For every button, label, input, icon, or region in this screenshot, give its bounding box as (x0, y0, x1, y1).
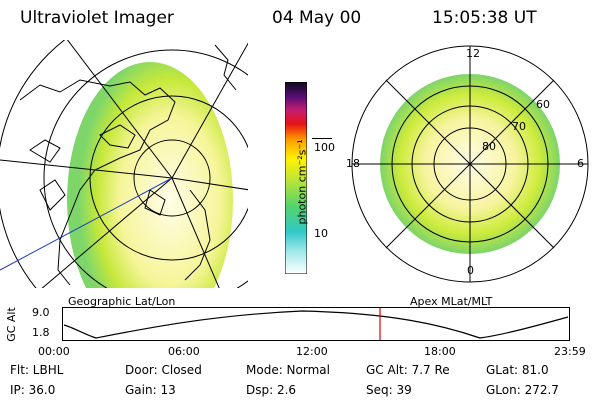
door-info: Door: Closed (125, 363, 202, 377)
colorbar (285, 82, 307, 274)
orbit-xtick-0000: 00:00 (38, 345, 70, 358)
dsp-info: Dsp: 2.6 (246, 383, 297, 397)
mlat-label-80: 80 (482, 140, 496, 153)
left-panel-caption: Geographic Lat/Lon (68, 295, 176, 308)
filter-info: Flt: LBHL (10, 363, 64, 377)
orbit-ytick-max: 9.0 (32, 306, 50, 319)
orbit-ylabel: GC Alt (4, 307, 18, 342)
glon-info: GLon: 272.7 (486, 383, 559, 397)
orbit-xtick-2359: 23:59 (554, 345, 586, 358)
aurora-emission-region (67, 62, 233, 288)
gc-alt-info: GC Alt: 7.7 Re (366, 363, 450, 377)
colorbar-tick-10: 10 (314, 227, 328, 240)
mlt-label-6: 6 (577, 157, 584, 170)
mlat-label-70: 70 (512, 120, 526, 133)
polar-plot (351, 45, 589, 283)
mlat-label-60: 60 (536, 98, 550, 111)
ip-info: IP: 36.0 (10, 383, 56, 397)
orbit-xtick-1200: 12:00 (296, 345, 328, 358)
orbit-ytick-min: 1.8 (32, 326, 50, 339)
time-label: 15:05:38 UT (432, 8, 537, 28)
right-panel-caption: Apex MLat/MLT (410, 295, 493, 308)
orbit-altitude-plot (62, 307, 570, 341)
mlt-label-0: 0 (467, 264, 474, 277)
colorbar-tick-100: 100 (314, 141, 335, 154)
mlt-label-12: 12 (466, 47, 480, 60)
seq-info: Seq: 39 (366, 383, 412, 397)
gain-info: Gain: 13 (125, 383, 176, 397)
mode-info: Mode: Normal (246, 363, 330, 377)
date-label: 04 May 00 (272, 8, 362, 28)
geographic-map (0, 40, 248, 288)
orbit-xtick-1800: 18:00 (424, 345, 456, 358)
orbit-xtick-0600: 06:00 (168, 345, 200, 358)
app-title: Ultraviolet Imager (20, 8, 174, 28)
colorbar-unit-label: photon cm⁻²s⁻¹ (295, 139, 309, 225)
mlt-label-18: 18 (346, 157, 360, 170)
glat-info: GLat: 81.0 (486, 363, 549, 377)
